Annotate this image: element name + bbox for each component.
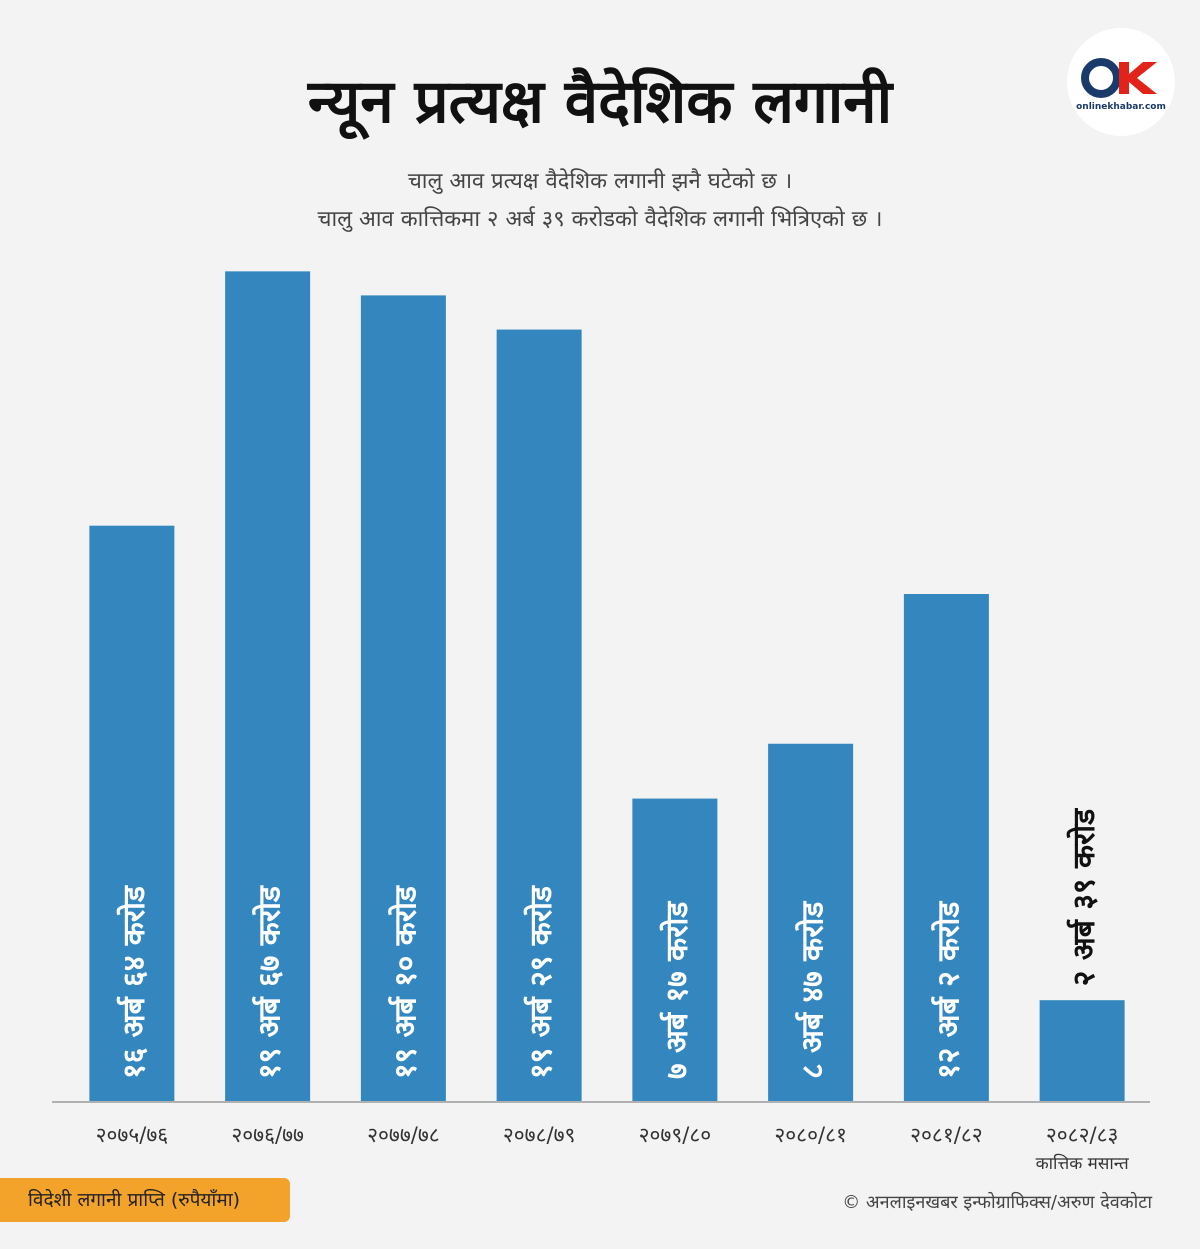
x-tick-note: कात्तिक मसान्त <box>1036 1153 1129 1174</box>
bar-2 <box>225 271 311 1101</box>
legend-label: विदेशी लगानी प्राप्ति (रुपैयाँमा) <box>0 1178 290 1222</box>
x-tick-label: २०८१/८२ <box>910 1123 983 1147</box>
x-tick-label: २०७८/७९ <box>503 1123 576 1147</box>
bar-value-label: ८ अर्ब ४७ करोड <box>795 901 831 1079</box>
x-tick-label: २०७९/८० <box>639 1123 712 1147</box>
x-tick-label: २०८०/८१ <box>774 1123 847 1147</box>
bar-value-label: १९ अर्ब २९ करोड <box>523 885 559 1079</box>
subtitle-line-2: चालु आव कात्तिकमा २ अर्ब ३९ करोडको वैदेश… <box>317 207 883 232</box>
bar-4 <box>496 329 582 1101</box>
logo-text: onlinekhabar.com <box>1076 102 1166 112</box>
bar-5 <box>632 798 718 1101</box>
bar-value-label: १९ अर्ब १० करोड <box>387 885 423 1079</box>
bar-value-label: १२ अर्ब २ करोड <box>930 901 966 1079</box>
x-tick-label: २०७६/७७ <box>231 1123 304 1147</box>
credit-text: © अनलाइनखबर इन्फोग्राफिक्स/अरुण देवकोटा <box>842 1192 1152 1213</box>
x-tick-label: २०८२/८३ <box>1046 1123 1119 1147</box>
onlinekhabar-logo-icon <box>1081 58 1157 98</box>
x-tick-label: २०७७/७८ <box>367 1123 440 1147</box>
bar-1 <box>89 525 175 1101</box>
bar-3 <box>360 295 446 1102</box>
bar-value-label: ७ अर्ब १७ करोड <box>659 901 695 1079</box>
bar-6 <box>768 743 854 1101</box>
x-tick-label: २०७५/७६ <box>96 1123 169 1147</box>
onlinekhabar-logo[interactable]: onlinekhabar.com <box>1067 28 1175 136</box>
bar-value-label: १६ अर्ब ६४ करोड <box>116 885 152 1079</box>
bar-7 <box>903 594 989 1101</box>
bar-8 <box>1039 1000 1125 1101</box>
page-title: न्यून प्रत्यक्ष वैदेशिक लगानी <box>307 67 893 137</box>
subtitle-line-1: चालु आव प्रत्यक्ष वैदेशिक लगानी झनै घटेक… <box>407 169 793 194</box>
bar-value-label: २ अर्ब ३९ करोड <box>1066 808 1102 986</box>
bar-value-label: १९ अर्ब ६७ करोड <box>252 885 288 1079</box>
